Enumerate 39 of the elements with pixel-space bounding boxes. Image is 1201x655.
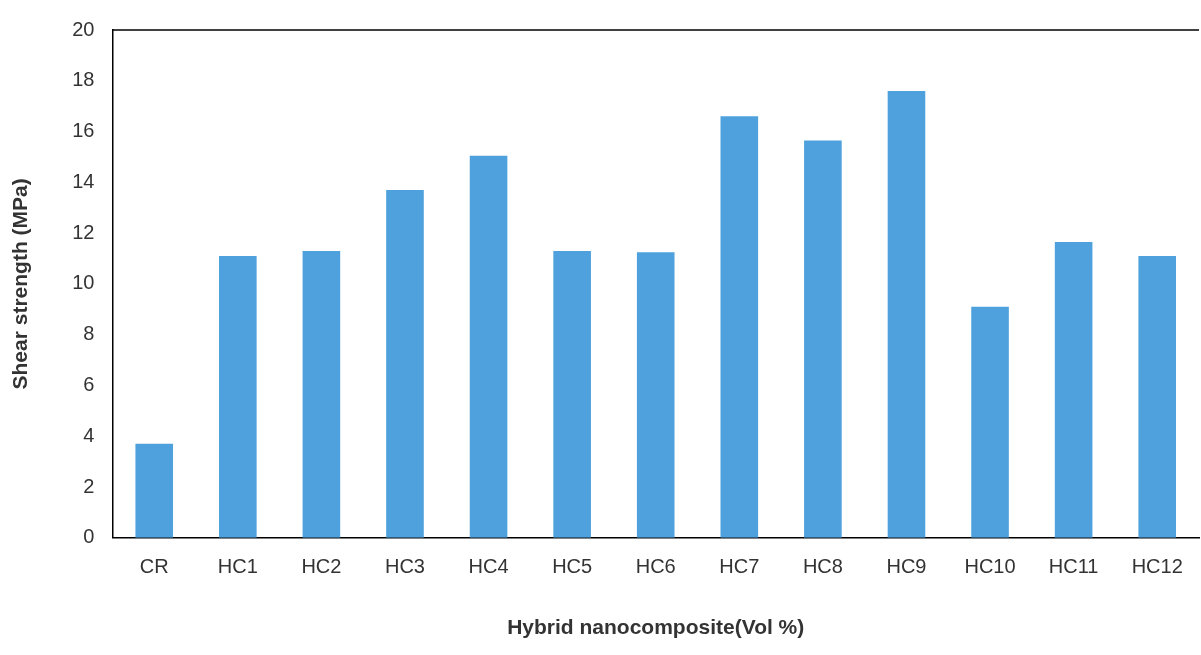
x-tick-label: HC10 xyxy=(964,555,1016,578)
bar xyxy=(887,90,926,538)
bar xyxy=(553,250,591,538)
x-tick-label: HC8 xyxy=(802,555,843,578)
x-tick-label: CR xyxy=(139,555,169,578)
bar xyxy=(386,189,424,538)
x-tick-label: HC2 xyxy=(301,555,342,578)
x-tick-label: HC12 xyxy=(1131,555,1183,578)
bar xyxy=(302,250,341,538)
y-tick-label: 18 xyxy=(72,68,95,91)
bar xyxy=(804,140,842,538)
y-tick-label: 6 xyxy=(83,372,95,395)
x-axis-title: Hybrid nanocomposite(Vol %) xyxy=(507,615,805,639)
y-tick-label: 8 xyxy=(83,322,95,345)
bar xyxy=(720,116,759,538)
bar xyxy=(469,155,508,538)
x-tick-label: HC11 xyxy=(1048,555,1099,578)
x-tick-label: HC3 xyxy=(384,555,425,578)
x-tick-label: HC9 xyxy=(886,555,927,578)
y-tick-label: 10 xyxy=(72,271,95,294)
bar xyxy=(1054,242,1093,538)
y-tick-label: 20 xyxy=(72,17,95,40)
y-axis-title: Shear strength (MPa) xyxy=(8,178,32,390)
x-tick-label: HC6 xyxy=(635,555,676,578)
bar xyxy=(971,306,1009,538)
x-tick-label: HC1 xyxy=(217,555,258,578)
y-tick-label: 16 xyxy=(72,119,95,142)
bar xyxy=(219,255,257,538)
y-tick-label: 4 xyxy=(83,423,95,446)
x-tick-label: HC4 xyxy=(468,555,509,578)
y-tick-label: 2 xyxy=(83,474,95,497)
y-tick-label: 14 xyxy=(72,169,95,192)
x-tick-label: HC5 xyxy=(552,555,593,578)
x-tick-label: HC7 xyxy=(719,555,760,578)
bar xyxy=(135,443,174,538)
bar xyxy=(636,252,675,538)
y-tick-label: 0 xyxy=(83,525,95,548)
y-tick-label: 12 xyxy=(72,220,95,243)
bar xyxy=(1138,255,1177,538)
